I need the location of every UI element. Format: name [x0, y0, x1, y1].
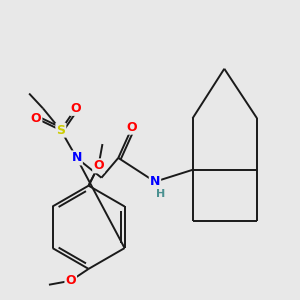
- Text: O: O: [70, 102, 81, 115]
- Text: O: O: [65, 274, 76, 287]
- Text: S: S: [56, 124, 65, 137]
- Text: N: N: [71, 152, 82, 164]
- Text: N: N: [150, 175, 160, 188]
- Text: O: O: [31, 112, 41, 125]
- Text: O: O: [93, 159, 104, 172]
- Text: O: O: [127, 121, 137, 134]
- Text: H: H: [156, 189, 166, 199]
